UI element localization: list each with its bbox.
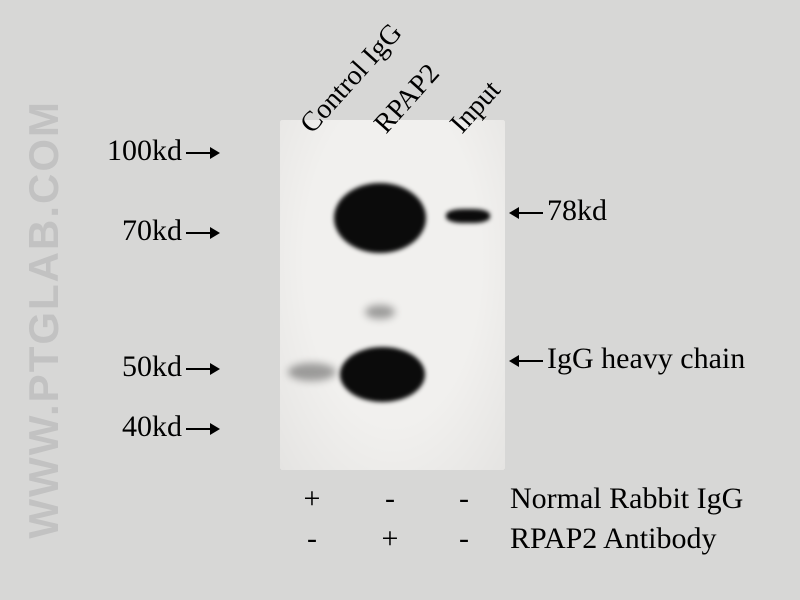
condition-label: Normal Rabbit IgG [510, 482, 743, 516]
condition-marker: + [292, 482, 332, 516]
condition-marker: - [444, 522, 484, 556]
mw-marker: 40kd [100, 410, 220, 444]
blot-membrane [280, 120, 505, 470]
condition-label: RPAP2 Antibody [510, 522, 716, 556]
condition-marker: - [444, 482, 484, 516]
condition-marker: - [370, 482, 410, 516]
condition-marker: - [292, 522, 332, 556]
blot-band [340, 347, 425, 402]
western-blot-figure: Control IgGRPAP2Input 100kd70kd50kd40kd … [0, 0, 800, 600]
band-annotation: IgG heavy chain [509, 342, 745, 376]
blot-band [288, 363, 336, 381]
blot-band [446, 209, 490, 223]
mw-marker: 70kd [100, 214, 220, 248]
blot-shading [280, 120, 505, 470]
blot-band [365, 305, 395, 319]
blot-band [334, 183, 426, 253]
mw-marker: 100kd [100, 134, 220, 168]
band-annotation: 78kd [509, 194, 607, 228]
condition-marker: + [370, 522, 410, 556]
mw-marker: 50kd [100, 350, 220, 384]
